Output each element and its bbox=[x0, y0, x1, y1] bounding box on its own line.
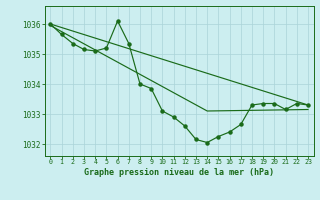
X-axis label: Graphe pression niveau de la mer (hPa): Graphe pression niveau de la mer (hPa) bbox=[84, 168, 274, 177]
